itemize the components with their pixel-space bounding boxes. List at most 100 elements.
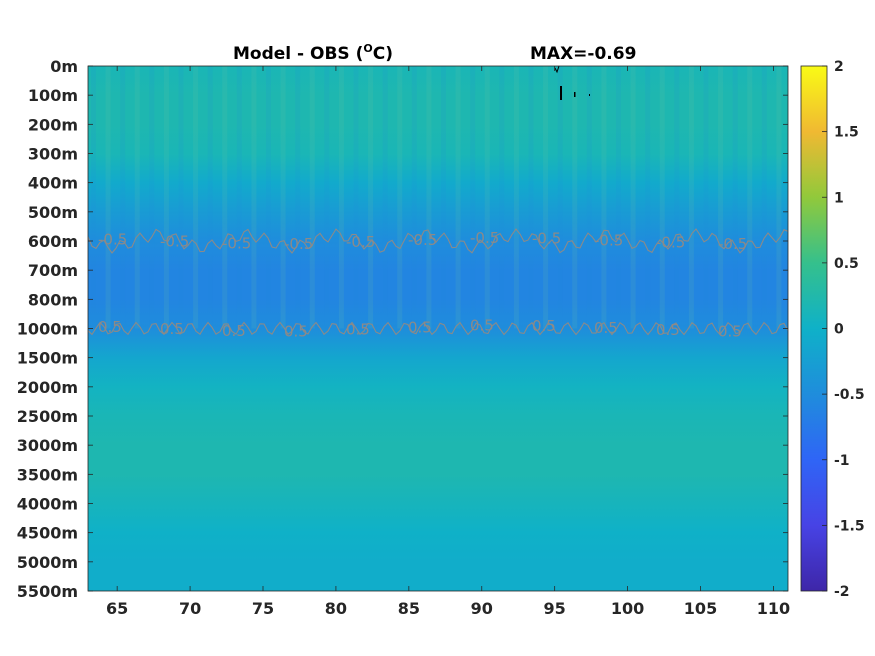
contour-label: 0.5 [594,319,618,337]
y-tick-label: 200m [28,115,78,134]
x-axis: 65 70 75 80 85 90 95 100 105 110 [106,66,790,618]
y-tick-label: 3500m [17,465,78,484]
stripe [528,66,534,329]
stripe [630,66,636,329]
contour-label: -0.5 [98,230,127,248]
colorbar-ticks: 2 1.5 1 0.5 0 -0.5 -1 -1.5 -2 [822,59,865,600]
contour-label: 0.5 [656,321,680,339]
contour-label: -0.5 [160,233,189,251]
contour-label: -0.5 [222,235,251,253]
stripe [470,66,476,329]
stripe [368,66,374,329]
y-tick-label: 1000m [17,320,78,339]
stripe [134,66,140,329]
y-tick-label: 1500m [17,349,78,368]
stripe [703,66,709,329]
marker-2 [574,92,576,97]
y-tick-label: 800m [28,290,78,309]
stripe [207,66,213,329]
contour-label: -0.5 [470,229,499,247]
stripe [324,66,330,329]
contour-label: 0.5 [160,320,184,338]
x-tick-label: 100 [611,599,644,618]
marker-1 [560,86,562,100]
stripe [105,66,111,329]
stripe [761,66,767,329]
stripe [178,66,184,329]
colorbar: 2 1.5 1 0.5 0 -0.5 -1 -1.5 -2 [800,59,865,600]
stripe [382,66,388,329]
stripe [426,66,432,329]
x-tick-label: 90 [471,599,493,618]
stripe [455,66,461,329]
contour-label: -0.5 [346,233,375,251]
stripe [572,66,578,329]
stripe [411,66,417,329]
contour-label: -0.5 [532,229,561,247]
x-tick-label: 110 [757,599,790,618]
stripe [236,66,242,329]
heatmap-field [88,66,788,591]
contour-line [88,228,788,254]
y-tick-label: 400m [28,174,78,193]
stripe [601,66,607,329]
contour-label: 0.5 [470,317,494,335]
x-tick-label: 105 [684,599,717,618]
stripe [309,66,315,329]
y-tick-label: 3000m [17,436,78,455]
stripe [776,66,782,329]
y-tick-label: 5000m [17,553,78,572]
contour-label: 0.5 [718,322,742,340]
marker-4 [554,65,560,74]
stripe [397,66,403,329]
stripe [222,66,228,329]
stripe [484,66,490,329]
colorbar-tick-label: 0.5 [834,256,859,272]
stripe [543,66,549,329]
x-tick-label: 80 [325,599,347,618]
stripe [163,66,169,329]
max-annotation: MAX=-0.69 [530,44,636,64]
colorbar-tick-label: -1.5 [834,518,865,534]
x-tick-label: 85 [398,599,420,618]
stripe [659,66,665,329]
stripe [499,66,505,329]
stripe [441,66,446,329]
colorbar-tick-label: -2 [834,584,850,600]
stripe [718,66,724,329]
contour-label: 0.5 [98,318,122,336]
colorbar-tick-label: 1.5 [834,125,859,141]
stripe [513,66,519,329]
stripe [688,66,694,329]
contour-layer: -0.5 -0.5 -0.5 -0.5 -0.5 -0.5 -0.5 -0.5 -0.5 -0.5… [88,228,788,340]
stripe [280,66,286,329]
colorbar-tick-label: 0 [834,322,844,338]
x-tick-label: 70 [179,599,201,618]
x-tick-label: 75 [252,599,274,618]
contour-label: -0.5 [408,231,437,249]
x-tick-label: 95 [544,599,566,618]
contour-label: -0.5 [656,234,685,252]
contour-label: 0.5 [346,321,370,339]
marker-3 [589,94,590,96]
y-tick-label: 4000m [17,495,78,514]
y-tick-label: 100m [28,86,78,105]
stripe [732,66,738,329]
stripe [251,66,257,329]
stripe [616,66,621,329]
stripe [353,66,359,329]
y-tick-label: 5500m [17,582,78,601]
stripe [295,66,301,329]
colorbar-tick-label: 1 [834,190,844,206]
stripe [645,66,651,329]
chart-title: Model - OBS (OC) [233,42,393,64]
contour-label: 0.5 [408,318,432,336]
stripe [266,66,271,329]
colorbar-tick-label: -1 [834,453,850,469]
y-tick-label: 0m [50,57,78,76]
y-tick-label: 600m [28,232,78,251]
stripe [747,66,753,329]
contour-label: -0.5 [718,235,747,253]
stripe [120,66,126,329]
